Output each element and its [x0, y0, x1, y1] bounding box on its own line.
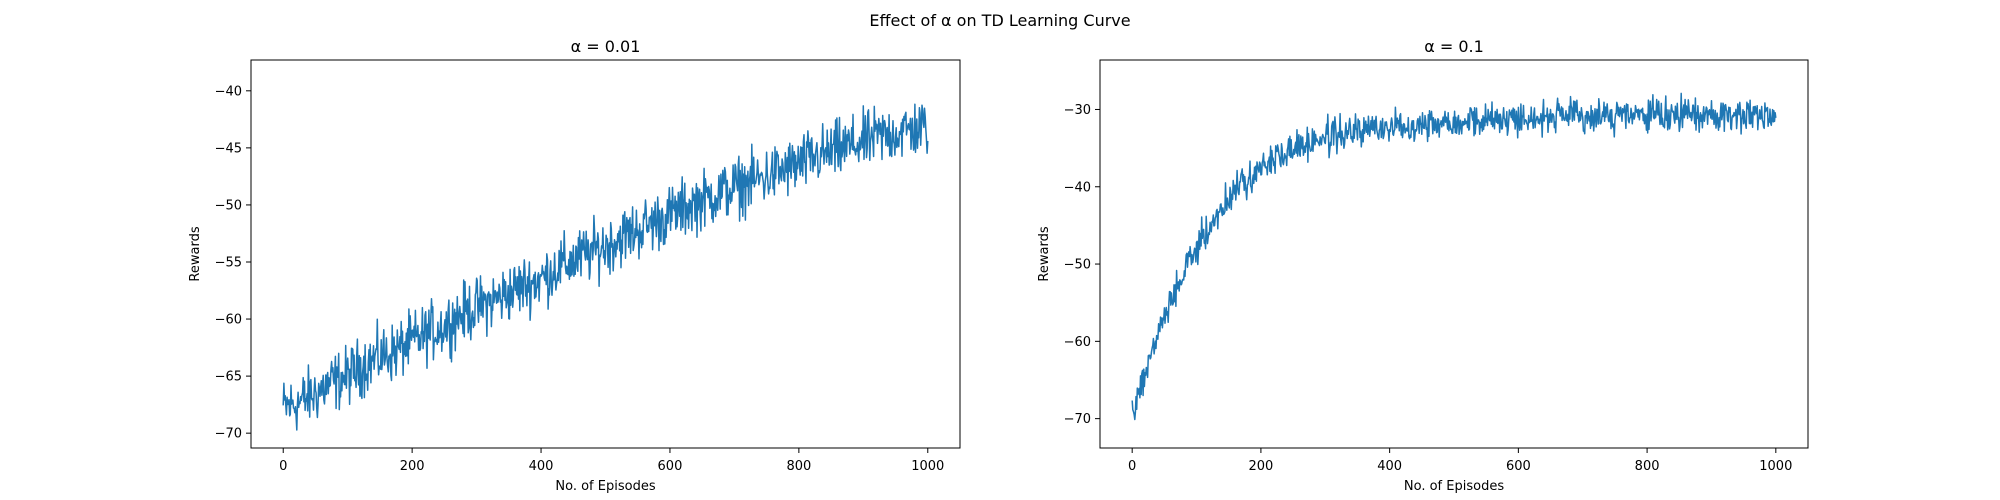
axes-frame — [1099, 59, 1809, 449]
x-tick-label: 400 — [529, 459, 554, 474]
y-tick-label: −30 — [1064, 103, 1091, 118]
x-tick-label: 400 — [1377, 459, 1402, 474]
y-tick-label: −55 — [215, 255, 242, 270]
chart-panel-2: 0 200 400 600 800 1000 −70 −60 −50 −40 −30 α = 0.1 N… — [1037, 37, 1809, 494]
x-tick-label: 0 — [1128, 459, 1136, 474]
y-tick-label: −40 — [1064, 180, 1091, 195]
chart-panel-1: 0 200 400 600 800 1000 −70 −65 −60 −55 −50 −45 −40 α … — [188, 37, 961, 494]
y-tick-label: −70 — [215, 427, 242, 442]
x-axis-label: No. of Episodes — [555, 479, 655, 494]
y-tick-label: −50 — [1064, 258, 1091, 273]
charts-group: 0 200 400 600 800 1000 −70 −65 −60 −55 −50 −45 −40 α … — [188, 37, 1809, 494]
y-tick-label: −50 — [215, 198, 242, 213]
axes-frame — [250, 59, 961, 449]
x-tick-label: 1000 — [1759, 459, 1792, 474]
figure-suptitle: Effect of α on TD Learning Curve — [869, 11, 1130, 30]
x-tick-label: 0 — [279, 459, 287, 474]
y-tick-label: −70 — [1064, 412, 1091, 427]
y-axis-label: Rewards — [1037, 226, 1052, 281]
y-tick-label: −45 — [215, 141, 242, 156]
x-tick-label: 600 — [1506, 459, 1531, 474]
series-line — [1131, 92, 1777, 421]
x-tick-label: 600 — [658, 459, 683, 474]
y-tick-label: −40 — [215, 84, 242, 99]
x-tick-label: 1000 — [911, 459, 944, 474]
y-tick-label: −65 — [215, 370, 242, 385]
chart-title: α = 0.01 — [571, 37, 641, 56]
y-axis-label: Rewards — [188, 226, 203, 281]
chart-title: α = 0.1 — [1424, 37, 1484, 56]
y-tick-label: −60 — [1064, 335, 1091, 350]
series-line — [282, 103, 929, 431]
x-tick-label: 800 — [1635, 459, 1660, 474]
y-tick-label: −60 — [215, 313, 242, 328]
x-axis-label: No. of Episodes — [1404, 479, 1504, 494]
x-tick-label: 200 — [1248, 459, 1273, 474]
x-tick-label: 800 — [786, 459, 811, 474]
x-tick-label: 200 — [400, 459, 425, 474]
